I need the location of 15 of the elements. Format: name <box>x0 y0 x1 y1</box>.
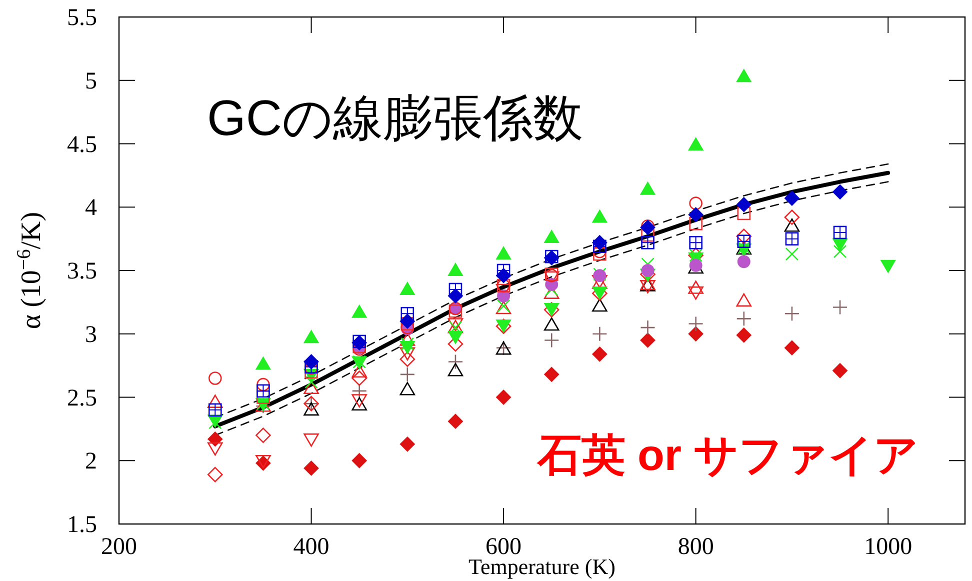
y-tick-label: 5 <box>85 68 97 94</box>
y-tick-label: 3 <box>85 322 97 348</box>
annotation: GCの線膨張係数 <box>207 90 583 146</box>
y-tick-label: 4 <box>85 195 97 222</box>
y-tick-label: 2 <box>85 448 97 475</box>
x-tick-label: 400 <box>293 534 330 560</box>
y-tick-label: 3.5 <box>67 258 97 284</box>
x-tick-label: 800 <box>678 534 714 560</box>
annotation: 石英 or サファイア <box>536 431 919 480</box>
y-tick-label: 2.5 <box>67 385 97 412</box>
x-tick-label: 200 <box>101 534 137 560</box>
y-tick-label: 5.5 <box>67 5 97 31</box>
x-tick-label: 1000 <box>864 534 912 560</box>
y-tick-label: 4.5 <box>67 132 97 158</box>
y-tick-label: 1.5 <box>67 512 97 538</box>
